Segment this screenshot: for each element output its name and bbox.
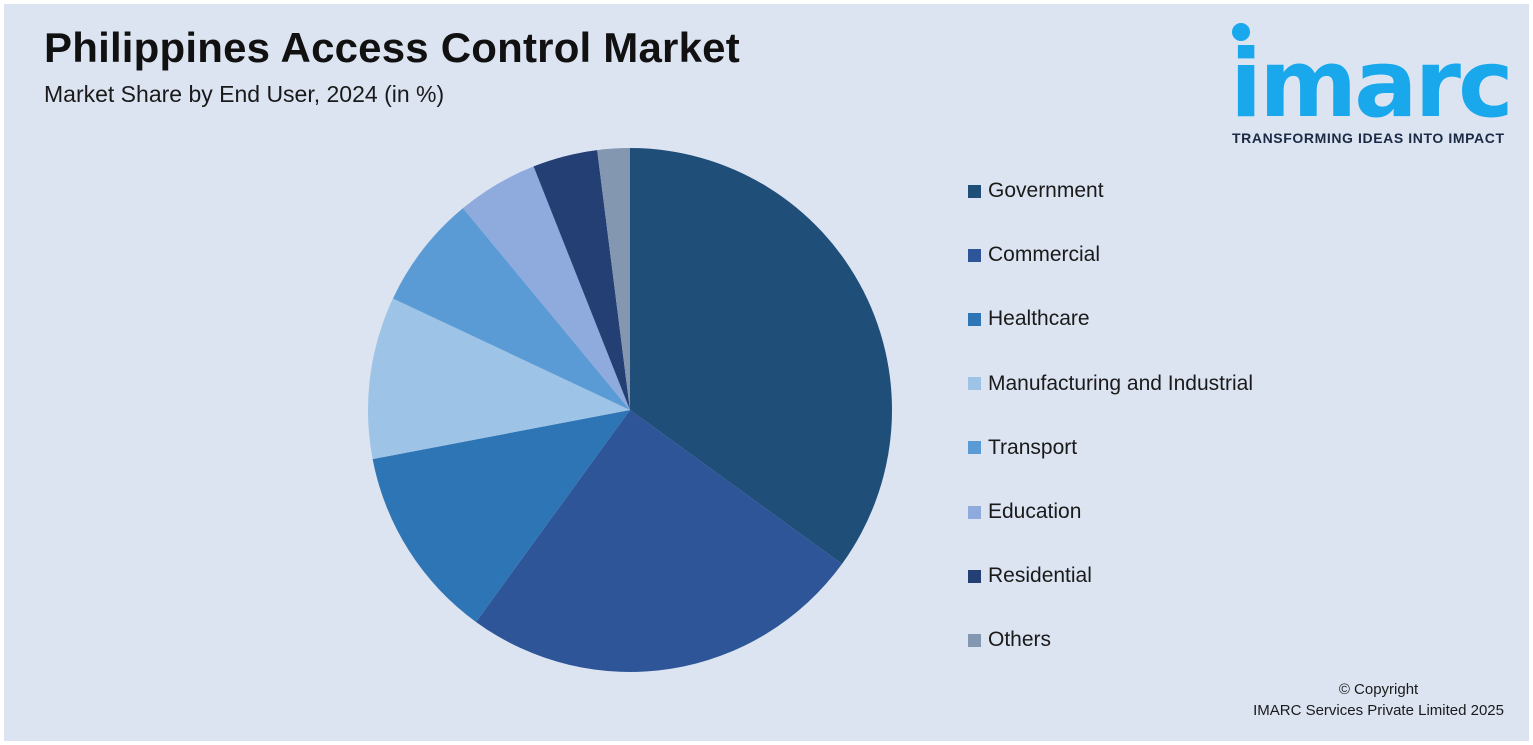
legend-label: Manufacturing and Industrial <box>988 371 1253 395</box>
legend-swatch <box>968 312 981 326</box>
logo-wordmark: imarc <box>1230 30 1514 139</box>
legend-item: Commercial <box>968 240 1388 270</box>
legend-label: Healthcare <box>988 307 1090 331</box>
legend-item: Manufacturing and Industrial <box>968 369 1388 399</box>
legend-item: Healthcare <box>968 304 1388 334</box>
legend-item: Transport <box>968 433 1388 463</box>
logo-dot-icon <box>1232 23 1250 41</box>
pie-slice-transport <box>392 208 630 410</box>
legend-label: Others <box>988 628 1052 652</box>
logo-tagline: TRANSFORMING IDEAS INTO IMPACT <box>1232 130 1505 146</box>
legend-label: Government <box>988 179 1104 202</box>
chart-panel: Philippines Access Control Market Market… <box>4 4 1529 741</box>
pie-slice-education <box>462 166 630 410</box>
legend-item: Others <box>968 625 1388 655</box>
legend-label: Commercial <box>988 243 1101 267</box>
chart-title: Philippines Access Control Market <box>44 24 740 71</box>
chart-subtitle: Market Share by End User, 2024 (in %) <box>44 81 445 107</box>
pie-slice-others <box>597 148 630 410</box>
legend-swatch <box>968 505 981 519</box>
imarc-logo: imarc TRANSFORMING IDEAS INTO IMPACT <box>1226 22 1526 148</box>
legend-item: Education <box>968 497 1388 527</box>
legend-swatch <box>968 248 981 262</box>
legend-item: Residential <box>968 561 1388 591</box>
legend-label: Education <box>988 500 1082 523</box>
legend-swatch <box>968 377 981 391</box>
pie-chart <box>368 148 892 672</box>
pie-slice-residential <box>533 150 630 410</box>
pie-slice-manufacturing-and-industrial <box>368 298 630 460</box>
legend-item: Government <box>968 176 1388 206</box>
pie-slice-commercial <box>476 410 842 672</box>
legend-label: Residential <box>988 564 1092 588</box>
legend-swatch <box>968 184 981 198</box>
copyright-line-1: © Copyright <box>1338 681 1419 698</box>
pie-slice-healthcare <box>372 410 630 622</box>
legend-swatch <box>968 569 981 583</box>
pie-slice-government <box>630 148 892 564</box>
legend-swatch <box>968 441 981 455</box>
legend-swatch <box>968 633 981 647</box>
copyright-notice: © Copyright IMARC Services Private Limit… <box>1253 679 1504 721</box>
legend-label: Transport <box>988 435 1078 459</box>
copyright-line-2: IMARC Services Private Limited 2025 <box>1253 702 1504 719</box>
